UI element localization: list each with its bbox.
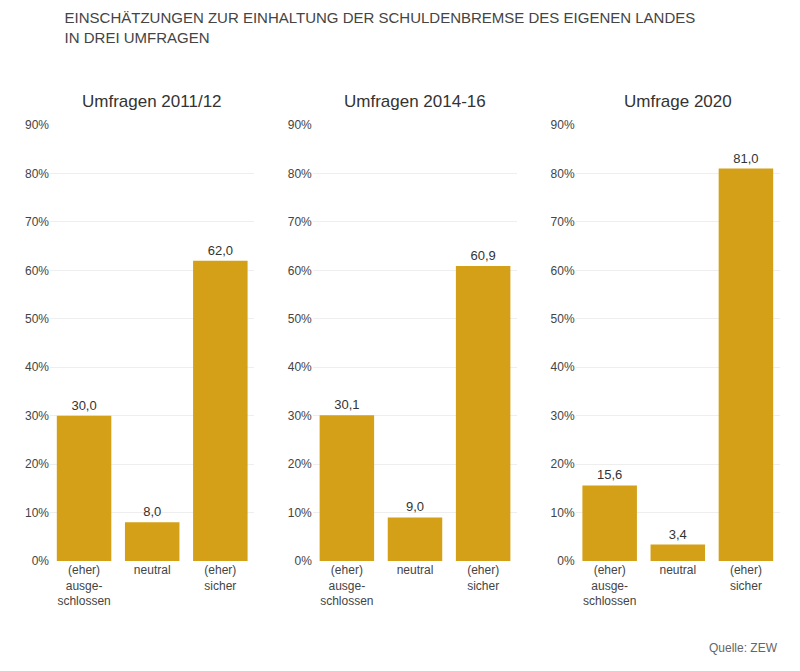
svg-text:70%: 70%	[288, 215, 312, 229]
svg-text:50%: 50%	[288, 312, 312, 326]
svg-text:40%: 40%	[551, 360, 575, 374]
svg-text:neutral: neutral	[397, 563, 434, 577]
svg-text:70%: 70%	[25, 215, 49, 229]
svg-text:70%: 70%	[551, 215, 575, 229]
svg-text:30,0: 30,0	[71, 398, 96, 413]
svg-text:20%: 20%	[551, 457, 575, 471]
svg-text:90%: 90%	[288, 118, 312, 132]
svg-text:10%: 10%	[551, 506, 575, 520]
svg-text:(eher)sicher: (eher)sicher	[467, 563, 499, 593]
svg-text:80%: 80%	[25, 167, 49, 181]
svg-text:50%: 50%	[25, 312, 49, 326]
svg-text:Umfrage 2020: Umfrage 2020	[624, 92, 732, 111]
svg-text:10%: 10%	[288, 506, 312, 520]
svg-text:neutral: neutral	[134, 563, 171, 577]
svg-text:90%: 90%	[551, 118, 575, 132]
svg-text:(eher)sicher: (eher)sicher	[730, 563, 762, 593]
svg-text:9,0: 9,0	[406, 499, 424, 514]
svg-text:30%: 30%	[25, 409, 49, 423]
svg-text:20%: 20%	[288, 457, 312, 471]
svg-text:62,0: 62,0	[208, 243, 233, 258]
svg-text:Umfragen 2011/12: Umfragen 2011/12	[82, 92, 222, 111]
svg-text:10%: 10%	[25, 506, 49, 520]
svg-text:3,4: 3,4	[669, 527, 687, 542]
svg-text:20%: 20%	[25, 457, 49, 471]
svg-text:0%: 0%	[557, 554, 575, 568]
svg-text:60,9: 60,9	[470, 248, 495, 263]
svg-text:(eher)ausge-schlossen: (eher)ausge-schlossen	[320, 563, 373, 608]
svg-text:neutral: neutral	[659, 563, 696, 577]
svg-text:Umfragen 2014-16: Umfragen 2014-16	[344, 92, 486, 111]
svg-text:(eher)ausge-schlossen: (eher)ausge-schlossen	[583, 563, 636, 608]
svg-text:60%: 60%	[25, 264, 49, 278]
svg-text:(eher)sicher: (eher)sicher	[204, 563, 236, 593]
svg-text:15,6: 15,6	[597, 467, 622, 482]
svg-text:60%: 60%	[288, 264, 312, 278]
svg-text:Quelle: ZEW: Quelle: ZEW	[709, 641, 778, 655]
svg-text:0%: 0%	[294, 554, 312, 568]
svg-text:0%: 0%	[32, 554, 50, 568]
svg-text:80%: 80%	[288, 167, 312, 181]
svg-text:40%: 40%	[288, 360, 312, 374]
svg-text:81,0: 81,0	[733, 151, 758, 166]
svg-text:30%: 30%	[288, 409, 312, 423]
svg-text:60%: 60%	[551, 264, 575, 278]
svg-text:(eher)ausge-schlossen: (eher)ausge-schlossen	[57, 563, 110, 608]
svg-text:80%: 80%	[551, 167, 575, 181]
svg-text:50%: 50%	[551, 312, 575, 326]
svg-text:8,0: 8,0	[143, 504, 161, 519]
svg-text:30%: 30%	[551, 409, 575, 423]
svg-text:90%: 90%	[25, 118, 49, 132]
svg-text:30,1: 30,1	[334, 397, 359, 412]
svg-text:40%: 40%	[25, 360, 49, 374]
svg-text:EINSCHÄTZUNGEN ZUR EINHALTUNG: EINSCHÄTZUNGEN ZUR EINHALTUNG DER SCHULD…	[65, 9, 696, 46]
